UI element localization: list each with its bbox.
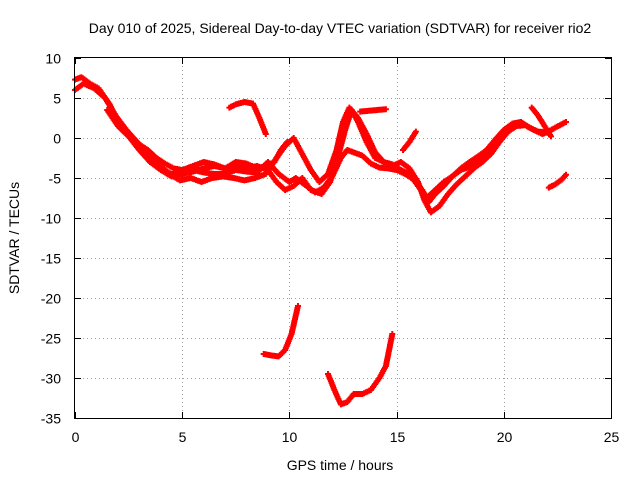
marker-path [528, 104, 554, 140]
series-track-j [260, 303, 301, 360]
y-tick-label: -25 [41, 331, 61, 347]
x-tick-label: 15 [390, 429, 406, 445]
y-tick-label: -20 [41, 291, 61, 307]
chart-title: Day 010 of 2025, Sidereal Day-to-day VTE… [89, 20, 592, 36]
data-points [72, 74, 569, 408]
y-tick-label: 10 [45, 51, 61, 67]
x-tick-label: 0 [72, 429, 80, 445]
marker-path [104, 107, 507, 201]
y-tick-label: -10 [41, 211, 61, 227]
marker-path [400, 128, 419, 153]
series-track-k [325, 331, 396, 408]
series-track-g [400, 128, 419, 153]
y-tick-label: 0 [53, 131, 61, 147]
y-tick-label: 5 [53, 91, 61, 107]
y-tick-label: -35 [41, 411, 61, 427]
plot-frame [74, 57, 612, 419]
series-track-f [357, 106, 389, 115]
series-track-h [528, 104, 554, 140]
series-track-c [104, 107, 507, 201]
marker-path [127, 133, 291, 173]
marker-path [545, 171, 569, 191]
x-axis-label: GPS time / hours [287, 457, 394, 473]
y-tick-label: -5 [49, 171, 62, 187]
marker-path [325, 331, 396, 408]
marker-path [357, 106, 389, 115]
series-track-i [545, 171, 569, 191]
marker-path [260, 303, 301, 360]
x-tick-label: 20 [497, 429, 513, 445]
series-track-d [127, 133, 291, 173]
y-tick-label: -30 [41, 371, 61, 387]
x-tick-label: 10 [282, 429, 298, 445]
series-track-e [226, 99, 269, 137]
y-axis-label: SDTVAR / TECUs [6, 182, 22, 294]
y-tick-label: -15 [41, 251, 61, 267]
x-tick-label: 25 [604, 429, 620, 445]
x-tick-label: 5 [179, 429, 187, 445]
marker-path [226, 99, 269, 137]
axis-ticks: 0 5 10 15 20 25 10 5 0 -5 -10 -15 -20 -25 -30 -35 [41, 51, 620, 446]
